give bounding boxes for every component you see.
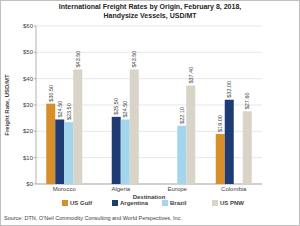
data-label: $27.60 [244, 92, 250, 109]
bar [55, 119, 64, 184]
tick-label: $60 [23, 23, 34, 29]
legend-label: Brazil [170, 200, 187, 206]
tick-label: $50 [23, 49, 34, 55]
category-label: Colombia [221, 186, 247, 192]
legend-swatch [62, 200, 68, 206]
grid-line [36, 78, 262, 79]
bar [121, 119, 130, 184]
legend-label: Argentina [120, 200, 149, 206]
bar [64, 122, 73, 184]
bar [186, 86, 195, 184]
data-labels: $30.50$24.50$23.50$43.50$25.50$24.50$43.… [48, 51, 251, 132]
bars [46, 69, 252, 184]
legend-label: US Gulf [70, 200, 93, 206]
legend-label: US PNW [220, 200, 244, 206]
data-label: $24.50 [57, 101, 63, 118]
tick-label: $30 [23, 102, 34, 108]
y-axis-label: Freight Rate, USD/MT [4, 74, 10, 136]
tick-label: $40 [23, 76, 34, 82]
bar [216, 134, 225, 184]
bar [225, 100, 234, 184]
chart: International Freight Rates by Origin, F… [0, 0, 300, 226]
bar [243, 111, 252, 184]
source: Source: DTN, O'Neil Commodity Consulting… [4, 215, 182, 221]
data-label: $19.00 [217, 115, 223, 132]
bar [112, 117, 121, 184]
category-label: Europe [168, 186, 188, 192]
legend: US Gulf Argentina Brazil US PNW [62, 200, 244, 206]
tick-label: $10 [23, 155, 34, 161]
title: International Freight Rates by Origin, F… [59, 3, 241, 11]
data-label: $37.40 [188, 67, 194, 84]
y-axis [36, 26, 37, 184]
category-label: Morocco [53, 186, 77, 192]
category-label: Algeria [111, 186, 130, 192]
bar [130, 69, 139, 184]
bar [177, 126, 186, 184]
legend-swatch [112, 200, 118, 206]
data-label: $30.50 [48, 85, 54, 102]
data-label: $22.10 [179, 107, 185, 124]
tick-label: $0 [26, 181, 33, 187]
grid-line [36, 52, 262, 53]
data-label: $43.50 [75, 51, 81, 68]
legend-swatch [162, 200, 168, 206]
data-label: $24.50 [122, 101, 128, 118]
data-label: $43.50 [131, 51, 137, 68]
grid-line [36, 26, 262, 27]
data-label: $32.00 [226, 81, 232, 98]
bar [73, 69, 82, 184]
bar [46, 104, 55, 184]
data-label: $23.50 [66, 103, 72, 120]
chart-border [1, 1, 300, 226]
tick-label: $20 [23, 128, 34, 134]
subtitle: Handysize Vessels, USD/MT [104, 12, 198, 20]
data-label: $25.50 [113, 98, 119, 115]
legend-swatch [212, 200, 218, 206]
